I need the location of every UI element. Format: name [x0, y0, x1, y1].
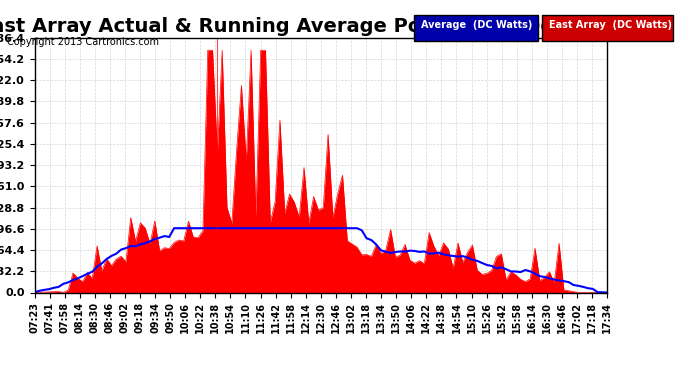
Title: East Array Actual & Running Average Power Wed Oct 16 17:51: East Array Actual & Running Average Powe…: [0, 17, 664, 36]
Text: Average  (DC Watts): Average (DC Watts): [421, 20, 532, 30]
Text: East Array  (DC Watts): East Array (DC Watts): [549, 20, 671, 30]
Text: Copyright 2013 Cartronics.com: Copyright 2013 Cartronics.com: [7, 37, 159, 47]
